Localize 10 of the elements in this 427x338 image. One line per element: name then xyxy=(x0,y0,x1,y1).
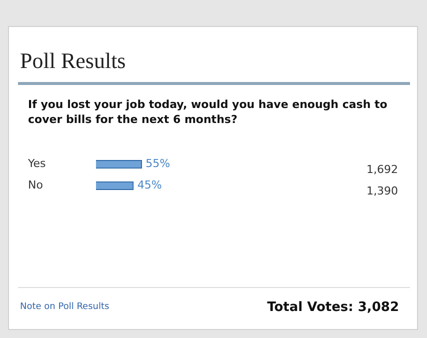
chart-title: Poll Results xyxy=(20,48,126,74)
text: If you lost your job today, would you have enough cash to cover bills for the next 6 months? xyxy=(28,97,388,127)
data-label: 55% xyxy=(146,157,170,170)
text: Total Votes: 3,082 xyxy=(267,300,399,315)
y-tick-label: Yes xyxy=(27,157,46,170)
text: 1,692 xyxy=(366,163,398,176)
data-label: 45% xyxy=(137,178,162,192)
text: 1,390 xyxy=(366,184,398,198)
text: Note on Poll Results xyxy=(20,302,110,312)
y-tick-label: No xyxy=(28,178,44,192)
